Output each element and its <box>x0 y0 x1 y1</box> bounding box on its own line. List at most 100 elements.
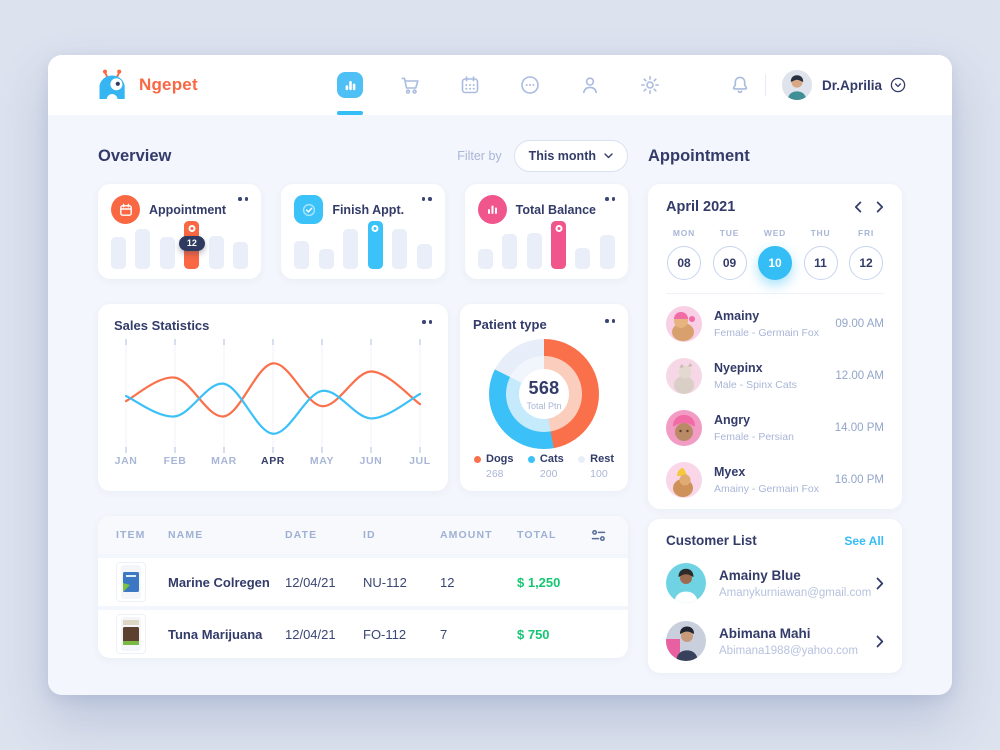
more-options-icon[interactable] <box>238 195 249 201</box>
more-options-icon[interactable] <box>421 195 432 201</box>
divider <box>666 293 884 294</box>
appointment-list-item[interactable]: Angry Female - Persian 14.00 PM <box>666 405 884 450</box>
customer-avatar <box>666 563 706 603</box>
mini-bar <box>416 244 432 269</box>
filter-by-label: Filter by <box>457 149 502 163</box>
column-header: AMOUNT <box>440 529 493 541</box>
sales-statistics-title: Sales Statistics <box>114 318 210 333</box>
customer-avatar <box>666 621 706 661</box>
mini-bar <box>294 241 310 269</box>
table-header-row: ITEM NAME DATE ID AMOUNT TOTAL <box>98 516 628 554</box>
mini-bar <box>111 237 126 269</box>
app-window: Ngepet <box>48 55 952 695</box>
donut-legend: Dogs 268 Cats 200 Rest 100 <box>473 453 615 480</box>
user-avatar[interactable] <box>781 70 812 100</box>
legend-dot <box>474 455 481 463</box>
sliders-filter-icon[interactable] <box>590 528 610 543</box>
column-header: DATE <box>285 529 318 541</box>
top-bar: Ngepet <box>48 55 952 115</box>
mini-bar <box>392 229 408 269</box>
see-all-link[interactable]: See All <box>844 533 884 548</box>
item-name: Marine Colregen <box>168 574 270 590</box>
x-tick-label: MAY <box>309 455 335 467</box>
customer-list-item[interactable]: Amainy Blue Amanykurniawan@gmail.com <box>666 560 884 606</box>
sales-statistics-card: Sales Statistics JAN FEB MAR APR MAY JUN… <box>98 304 448 491</box>
mini-bar <box>343 229 359 269</box>
pet-avatar <box>666 461 702 498</box>
more-options-icon[interactable] <box>605 195 615 201</box>
nav-schedule[interactable] <box>457 55 483 115</box>
cart-icon <box>399 74 421 96</box>
mini-bar: 12 <box>178 221 205 269</box>
gear-icon <box>639 74 661 96</box>
day-of-week: TUE <box>719 228 740 238</box>
appointment-list-item[interactable]: Nyepinx Male - Spinx Cats 12.00 AM <box>666 353 884 398</box>
user-name: Dr.Aprilia <box>821 77 882 93</box>
bell-icon[interactable] <box>729 74 751 96</box>
mini-bar-chart <box>477 219 615 269</box>
divider <box>764 74 766 96</box>
mini-bar <box>575 248 591 269</box>
donut-total-value: 568 <box>528 377 560 398</box>
more-options-icon[interactable] <box>422 318 432 324</box>
chevron-right-icon[interactable] <box>876 201 884 213</box>
item-date: 12/04/21 <box>285 626 336 642</box>
stat-card-title: Finish Appt. <box>332 202 405 217</box>
item-total: $ 1,250 <box>517 574 561 590</box>
mini-bar <box>551 221 567 269</box>
chevron-left-icon[interactable] <box>854 201 862 213</box>
user-icon <box>579 74 601 96</box>
dashboard-icon <box>337 72 363 98</box>
content-area: Overview Filter by This month <box>48 115 952 695</box>
pet-monster-logo-icon <box>94 67 130 103</box>
brand-logo[interactable]: Ngepet <box>94 67 198 103</box>
legend-dot <box>527 455 535 463</box>
product-image <box>116 614 146 654</box>
stat-card-title: Total Balance <box>515 202 597 217</box>
mini-bar <box>502 234 518 269</box>
primary-nav <box>337 55 663 115</box>
chevron-down-circle-icon[interactable] <box>890 77 906 93</box>
chevron-right-icon <box>876 635 884 648</box>
column-header: TOTAL <box>517 529 557 541</box>
day-of-week: THU <box>810 228 831 238</box>
legend-item-dogs: Dogs 268 <box>474 453 514 480</box>
nav-shop[interactable] <box>397 55 423 115</box>
calendar-day[interactable]: 11 <box>803 246 838 280</box>
stat-cards-row: Appointment 12 Finish Appt. <box>98 184 628 279</box>
orders-table: ITEM NAME DATE ID AMOUNT TOTAL <box>98 516 628 658</box>
stat-card-finish-appt: Finish Appt. <box>281 184 445 279</box>
calendar-day[interactable]: 09 <box>712 246 747 280</box>
donut-total-label: Total Ptn <box>526 400 562 411</box>
calendar-day[interactable]: 08 <box>667 246 701 280</box>
column-header: NAME <box>168 529 204 541</box>
calendar-icon <box>459 74 481 96</box>
calendar-day-selected[interactable]: 10 <box>758 246 792 280</box>
item-id: NU-112 <box>363 574 407 590</box>
patient-type-card: Patient type 568 Total Ptn <box>460 304 628 491</box>
mini-bar <box>233 242 249 269</box>
filter-dropdown[interactable]: This month <box>513 140 628 172</box>
nav-settings[interactable] <box>637 55 663 115</box>
page-title: Overview <box>98 146 172 165</box>
bar-value-badge: 12 <box>178 236 205 251</box>
nav-dashboard[interactable] <box>337 55 363 115</box>
nav-messages[interactable] <box>517 55 543 115</box>
top-right-cluster: Dr.Aprilia <box>729 70 906 100</box>
appointment-list-item[interactable]: Myex Amainy - Germain Fox 16.00 PM <box>666 457 884 502</box>
bar-marker-dot <box>188 225 196 232</box>
day-of-week: MON <box>672 228 696 238</box>
table-row[interactable]: Tuna Marijuana 12/04/21 FO-112 7 $ 750 <box>98 606 628 658</box>
appointment-list-item[interactable]: Amainy Female - Germain Fox 09.00 AM <box>666 301 884 346</box>
calendar-day[interactable]: 12 <box>849 246 883 280</box>
customer-list-panel: Customer List See All Amainy Blue Amanyk… <box>648 519 902 673</box>
calendar-icon <box>111 195 140 224</box>
customer-list-item[interactable]: Abimana Mahi Abimana1988@yahoo.com <box>666 618 884 664</box>
table-row[interactable]: Marine Colregen 12/04/21 NU-112 12 $ 1,2… <box>98 554 628 606</box>
stat-card-title: Appointment <box>149 202 227 217</box>
more-options-icon[interactable] <box>605 317 615 323</box>
pet-avatar <box>666 409 702 446</box>
nav-patients[interactable] <box>577 55 603 115</box>
appointment-time: 16.00 PM <box>834 473 884 486</box>
pet-avatar <box>666 305 702 342</box>
